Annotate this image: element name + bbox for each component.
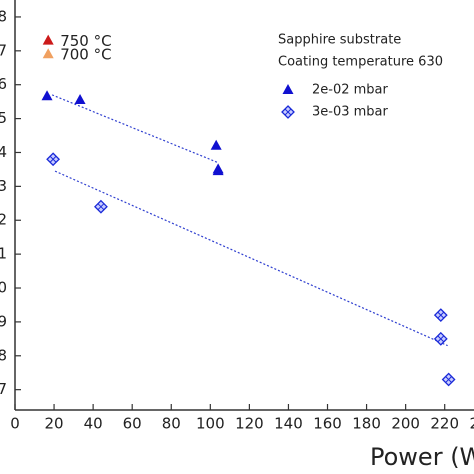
x-axis-label: Power (W) (370, 443, 474, 471)
x-tick-label: 80 (162, 415, 181, 433)
y-tick-label: 3 (0, 177, 7, 195)
y-tick-label: 4 (0, 143, 7, 161)
y-tick-label: 6 (0, 75, 7, 93)
x-tick-label: 60 (123, 415, 142, 433)
legend-title: Coating temperature 630 (278, 55, 443, 70)
x-tick-label: 240 (469, 415, 474, 433)
y-tick-label: 1 (0, 245, 7, 263)
x-tick-label: 180 (352, 415, 381, 433)
point (42, 48, 54, 59)
legend-marker (282, 84, 294, 94)
x-tick-label: 0 (10, 415, 20, 433)
marker-cross (49, 155, 57, 163)
marker-cross (284, 108, 292, 116)
series-label: 750 °C (60, 32, 111, 50)
x-tick-label: 120 (235, 415, 264, 433)
point (41, 90, 53, 101)
legend-label: 2e-02 mbar (312, 83, 389, 98)
x-tick-label: 160 (313, 415, 342, 433)
fit-line (51, 94, 219, 164)
point (210, 139, 222, 150)
series-label: 700 °C (60, 46, 111, 64)
fit-line (54, 170, 448, 347)
y-tick-label: 9 (0, 312, 7, 330)
marker-cross (437, 335, 445, 343)
legend-label: 3e-03 mbar (312, 105, 389, 120)
point (212, 165, 224, 176)
y-tick-label: 8 (0, 346, 7, 364)
x-tick-label: 100 (196, 415, 225, 433)
x-tick-label: 140 (274, 415, 303, 433)
marker-cross (437, 311, 445, 319)
x-tick-label: 200 (391, 415, 420, 433)
point (42, 34, 54, 45)
marker-cross (445, 376, 452, 383)
y-tick-label: 7 (0, 380, 7, 398)
y-tick-label: 5 (0, 109, 7, 127)
point (74, 93, 86, 104)
legend-title: Sapphire substrate (278, 33, 401, 48)
y-tick-label: 8 (0, 7, 7, 25)
x-tick-label: 40 (84, 415, 103, 433)
x-tick-label: 20 (45, 415, 64, 433)
y-tick-label: 0 (0, 279, 7, 297)
y-tick-label: 7 (0, 41, 7, 59)
marker-cross (97, 203, 105, 211)
y-tick-label: 2 (0, 211, 7, 229)
x-tick-label: 220 (430, 415, 459, 433)
